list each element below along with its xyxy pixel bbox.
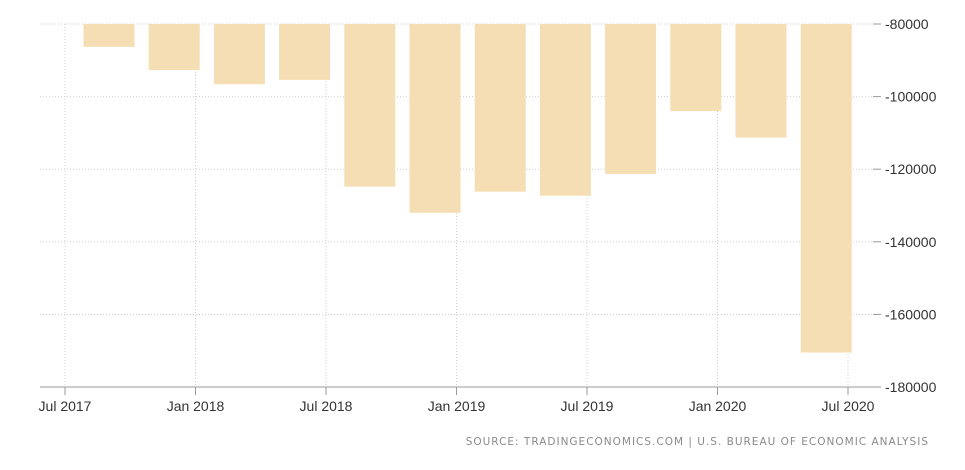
y-tick-label: -180000 — [885, 379, 937, 395]
bar-2018-q2 — [279, 24, 331, 80]
y-tick-label: -80000 — [885, 16, 929, 32]
source-note: SOURCE: TRADINGECONOMICS.COM | U.S. BURE… — [465, 436, 929, 448]
x-tick-label: Jul 2018 — [300, 398, 353, 414]
x-tick-label: Jan 2019 — [428, 398, 486, 414]
bar-2017-q4 — [148, 24, 200, 71]
y-tick-label: -100000 — [885, 89, 937, 105]
x-tick-label: Jul 2020 — [822, 398, 875, 414]
y-tick-label: -120000 — [885, 161, 937, 177]
x-tick-label: Jan 2020 — [689, 398, 747, 414]
bar-2018-q4 — [409, 24, 461, 213]
axes: -80000 -100000 -120000 -140000 -160000 -18000… — [39, 16, 937, 414]
bar-2018-q1 — [213, 24, 265, 85]
bars — [83, 24, 852, 353]
bar-2018-q3 — [344, 24, 396, 187]
bar-2019-q4 — [670, 24, 722, 112]
y-tick-label: -160000 — [885, 306, 937, 322]
x-tick-label: Jul 2017 — [39, 398, 92, 414]
y-tick-label: -140000 — [885, 234, 937, 250]
x-tick-label: Jul 2019 — [561, 398, 614, 414]
bar-2020-q1 — [735, 24, 787, 138]
bar-2017-q3 — [83, 24, 135, 47]
bar-2019-q2 — [539, 24, 591, 196]
bar-2019-q1 — [474, 24, 526, 192]
bar-2020-q2 — [800, 24, 852, 353]
x-tick-label: Jan 2018 — [167, 398, 225, 414]
bar-2019-q3 — [605, 24, 657, 174]
